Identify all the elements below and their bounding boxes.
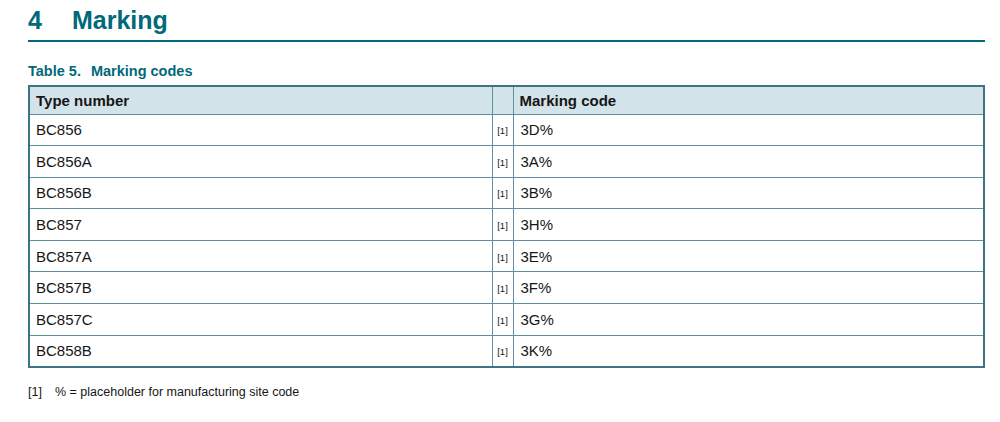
footnote-ref: [1] [492, 240, 513, 272]
footnote-ref: [1] [492, 304, 513, 336]
footnote-marker: [1] [28, 385, 55, 399]
section-heading: 4Marking [28, 8, 985, 42]
section-number: 4 [28, 8, 72, 33]
marking-code-cell: 3G% [513, 304, 984, 336]
column-header-type-number: Type number [29, 86, 492, 114]
marking-code-cell: 3H% [513, 209, 984, 241]
type-number-cell: BC857C [29, 304, 492, 336]
type-number-cell: BC857B [29, 272, 492, 304]
column-header-marking-code: Marking code [513, 86, 984, 114]
table-caption-title: Marking codes [91, 63, 193, 79]
column-header-footnote [492, 86, 513, 114]
table-caption: Table 5. Marking codes [28, 63, 985, 79]
table-row: BC857B [1] 3F% [29, 272, 984, 304]
marking-code-cell: 3K% [513, 335, 984, 367]
footnote-ref: [1] [492, 272, 513, 304]
footnote-ref: [1] [492, 146, 513, 178]
type-number-cell: BC857A [29, 240, 492, 272]
footnote-ref: [1] [492, 114, 513, 146]
table-row: BC856B [1] 3B% [29, 177, 984, 209]
footnote-ref: [1] [492, 177, 513, 209]
type-number-cell: BC858B [29, 335, 492, 367]
marking-code-cell: 3D% [513, 114, 984, 146]
type-number-cell: BC856B [29, 177, 492, 209]
footnote: [1]% = placeholder for manufacturing sit… [28, 385, 985, 399]
table-row: BC856A [1] 3A% [29, 146, 984, 178]
marking-code-cell: 3A% [513, 146, 984, 178]
table-caption-label: Table 5. [28, 63, 81, 79]
table-header-row: Type number Marking code [29, 86, 984, 114]
table-row: BC857 [1] 3H% [29, 209, 984, 241]
marking-codes-table: Type number Marking code BC856 [1] 3D% B… [28, 85, 985, 368]
type-number-cell: BC856 [29, 114, 492, 146]
marking-code-cell: 3E% [513, 240, 984, 272]
footnote-text: % = placeholder for manufacturing site c… [55, 385, 299, 399]
table-row: BC857C [1] 3G% [29, 304, 984, 336]
type-number-cell: BC857 [29, 209, 492, 241]
table-row: BC856 [1] 3D% [29, 114, 984, 146]
type-number-cell: BC856A [29, 146, 492, 178]
marking-code-cell: 3B% [513, 177, 984, 209]
marking-code-cell: 3F% [513, 272, 984, 304]
footnote-ref: [1] [492, 209, 513, 241]
datasheet-page: 4Marking Table 5. Marking codes Type numb… [0, 8, 1000, 422]
table-row: BC857A [1] 3E% [29, 240, 984, 272]
footnote-ref: [1] [492, 335, 513, 367]
section-title: Marking [72, 6, 168, 34]
table-row: BC858B [1] 3K% [29, 335, 984, 367]
